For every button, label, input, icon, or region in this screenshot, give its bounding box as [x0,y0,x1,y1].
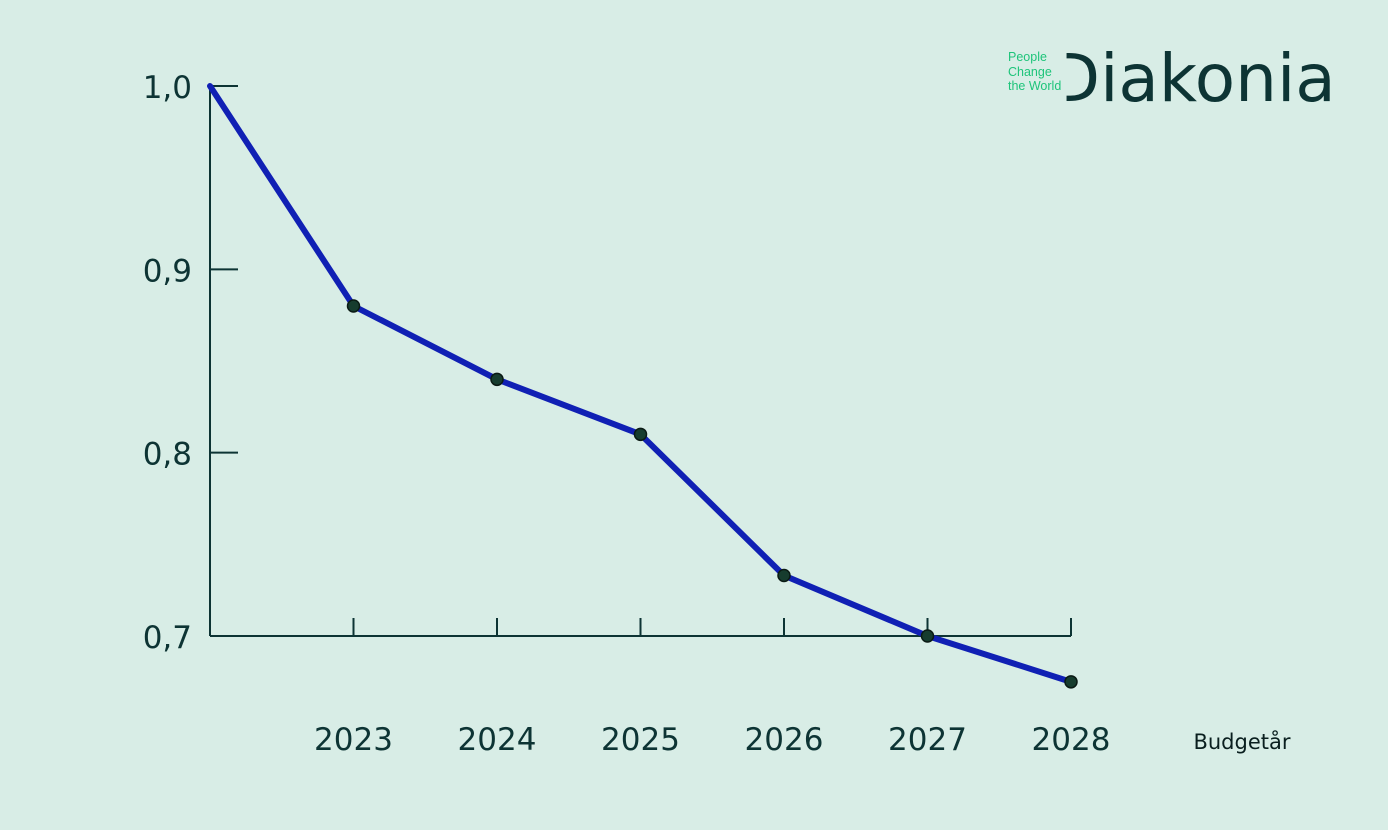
x-tick-label: 2024 [458,722,537,758]
y-tick-label: 0,9 [143,253,192,289]
logo-wordmark-rest: iakonia [1100,40,1336,117]
x-tick-label: 2028 [1032,722,1111,758]
series-line [207,83,1074,685]
tagline-line-1: People [1008,50,1047,64]
y-tick-label: 1,0 [143,70,192,106]
diakonia-logo: People Change the World Diakonia [1008,46,1336,112]
x-tick-label: 2025 [601,722,680,758]
y-tick-label: 0,7 [143,620,192,656]
x-tick-label: 2023 [314,722,393,758]
x-axis-label: Budgetår [1193,729,1290,754]
tagline-line-3: the World [1008,79,1062,93]
logo-wordmark: Diakonia [1055,46,1336,112]
data-point [346,299,361,313]
chart-axes [209,86,1071,637]
data-point [1064,675,1078,689]
tagline-line-2: Change [1008,64,1052,79]
logo-tagline: People Change the World [1008,50,1061,94]
data-point [633,427,648,442]
data-point [490,372,504,387]
data-point [777,568,791,583]
logo-wordmark-d: D [1049,40,1101,117]
chart-series [207,83,1078,689]
x-tick-label: 2027 [888,722,967,758]
data-point [920,629,935,643]
chart-ticks [210,85,1072,637]
y-tick-label: 0,8 [143,437,192,473]
x-tick-label: 2026 [745,722,824,758]
chart-labels: 1,0 0,9 0,8 0,7 2023 2024 2025 2026 2027 2028 Budg… [143,70,1291,758]
